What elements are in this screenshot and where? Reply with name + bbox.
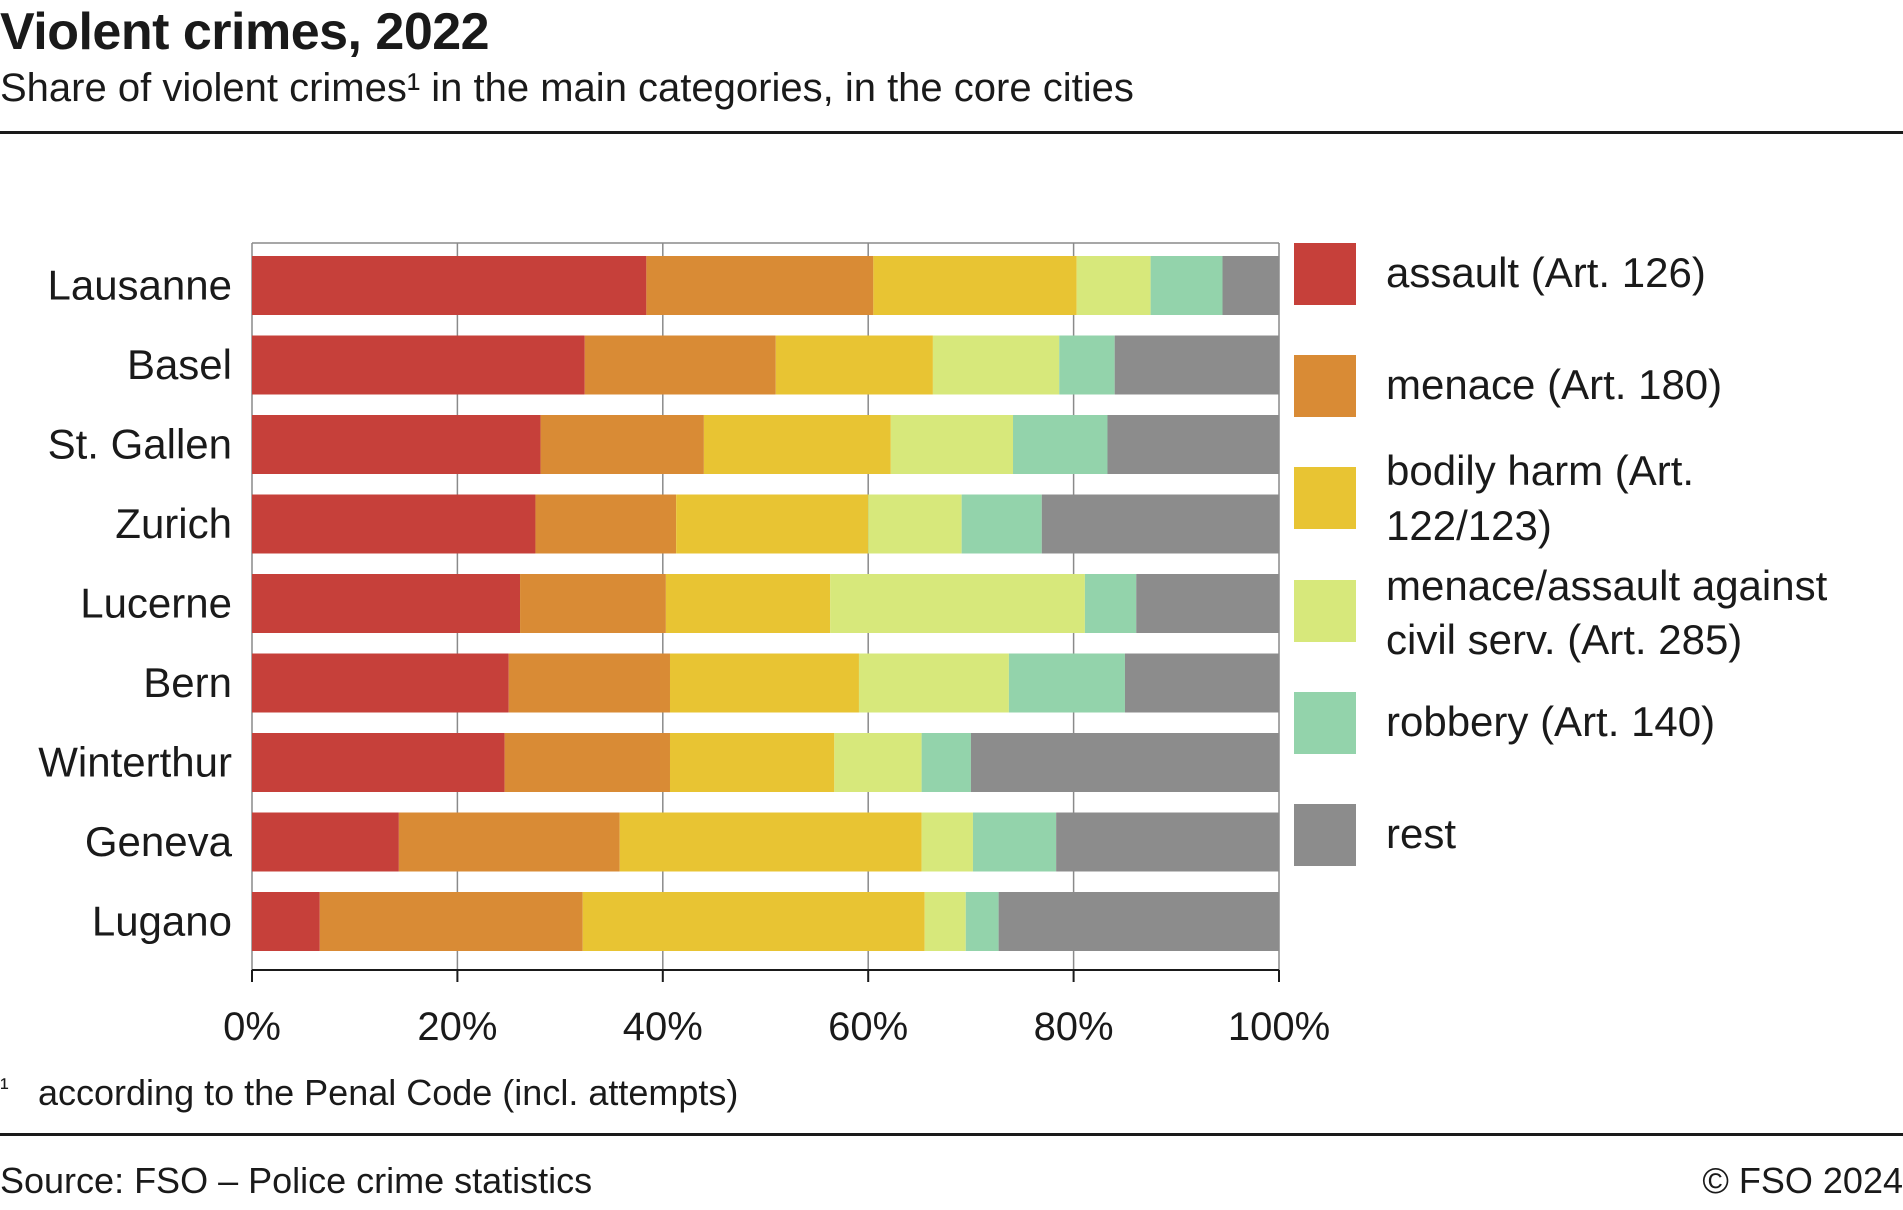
y-tick-label: Lugano	[92, 898, 232, 945]
copyright-text: © FSO 2024	[1702, 1160, 1903, 1201]
footnote: ¹ according to the Penal Code (incl. atte…	[0, 1072, 738, 1114]
x-tick-label: 40%	[623, 1005, 703, 1049]
bar-segment	[582, 892, 925, 951]
bar-segment	[890, 415, 1014, 474]
bottom-rule	[0, 1133, 1903, 1136]
legend-label: robbery (Art. 140)	[1386, 698, 1715, 745]
bar-segment	[834, 733, 922, 792]
legend-swatch	[1294, 355, 1356, 417]
bar-segment	[1084, 574, 1137, 633]
legend-label: menace/assault against civil serv. (Art. …	[1386, 562, 1828, 663]
y-tick-label: Lucerne	[80, 580, 232, 627]
bar-segment	[520, 574, 666, 633]
bar-segment	[1150, 256, 1223, 315]
bar-segment	[1107, 415, 1279, 474]
legend-swatch	[1294, 467, 1356, 529]
bar-segment	[584, 335, 776, 395]
bar-segment	[868, 494, 962, 554]
legend-label: assault (Art. 126)	[1386, 249, 1706, 296]
bar-segment	[998, 892, 1279, 951]
chart-subtitle: Share of violent crimes¹ in the main cat…	[0, 66, 1134, 110]
y-tick-label: Basel	[127, 341, 232, 388]
bar-segment	[676, 494, 869, 554]
bar-segment	[319, 892, 583, 951]
legend-label: menace (Art. 180)	[1386, 361, 1722, 408]
x-tick-label: 60%	[828, 1005, 908, 1049]
y-tick-label: Lausanne	[47, 262, 232, 309]
bar-segment	[252, 574, 521, 633]
y-tick-label: Geneva	[85, 818, 233, 865]
bar-segment	[535, 494, 677, 554]
bar-segment	[540, 415, 704, 474]
bar-segment	[1013, 415, 1108, 474]
bar-segment	[932, 335, 1060, 395]
bar-segment	[961, 494, 1042, 554]
bar-segment	[252, 494, 536, 554]
y-tick-label: Winterthur	[38, 739, 232, 786]
bar-segment	[669, 653, 859, 713]
chart-title: Violent crimes, 2022	[0, 3, 490, 61]
bar-segment	[775, 335, 933, 395]
legend-swatch	[1294, 243, 1356, 305]
bar-segment	[252, 256, 647, 315]
bar-segment	[504, 733, 670, 792]
legend-swatch	[1294, 804, 1356, 866]
bar-segment	[1041, 494, 1279, 554]
bar-segment	[921, 733, 971, 792]
bar-segment	[669, 733, 835, 792]
bar-segment	[252, 335, 585, 395]
bar-segment	[1124, 653, 1279, 713]
bar-segment	[703, 415, 891, 474]
bar-segment	[1076, 256, 1151, 315]
legend-swatch	[1294, 692, 1356, 754]
bar-segment	[252, 415, 541, 474]
y-tick-label: Bern	[143, 659, 232, 706]
bar-segment	[1136, 574, 1279, 633]
legend-label: bodily harm (Art. 122/123)	[1386, 447, 1694, 549]
bar-segment	[252, 653, 509, 713]
bar-segment	[646, 256, 874, 315]
y-tick-label: Zurich	[115, 500, 232, 547]
x-tick-label: 0%	[223, 1005, 281, 1049]
bar-segment	[619, 812, 922, 872]
bar-segment	[830, 574, 1085, 633]
source-text: Source: FSO – Police crime statistics	[0, 1160, 593, 1201]
bar-segment	[1008, 653, 1125, 713]
bar-segment	[1114, 335, 1279, 395]
top-rule	[0, 131, 1903, 134]
bar-segment	[972, 812, 1057, 872]
x-tick-label: 100%	[1228, 1005, 1330, 1049]
bar-segment	[398, 812, 620, 872]
x-tick-label: 80%	[1034, 1005, 1114, 1049]
legend-swatch	[1294, 580, 1356, 642]
bar-segment	[508, 653, 670, 713]
bar-segment	[921, 812, 973, 872]
bar-segment	[665, 574, 831, 633]
y-tick-label: St. Gallen	[48, 421, 232, 468]
bar-segment	[1222, 256, 1279, 315]
bar-segment	[1056, 812, 1279, 872]
bar-segment	[858, 653, 1009, 713]
footnote-mark: ¹	[0, 1072, 9, 1102]
bar-segment	[1059, 335, 1115, 395]
bar-segment	[252, 733, 505, 792]
x-tick-label: 20%	[417, 1005, 497, 1049]
bar-segment	[873, 256, 1077, 315]
bar-segment	[970, 733, 1279, 792]
footnote-text: according to the Penal Code (incl. attem…	[38, 1072, 739, 1113]
bar-segment	[965, 892, 999, 951]
bar-segment	[252, 892, 320, 951]
bar-segment	[924, 892, 966, 951]
bar-segment	[252, 812, 399, 872]
legend-label: rest	[1386, 810, 1456, 857]
